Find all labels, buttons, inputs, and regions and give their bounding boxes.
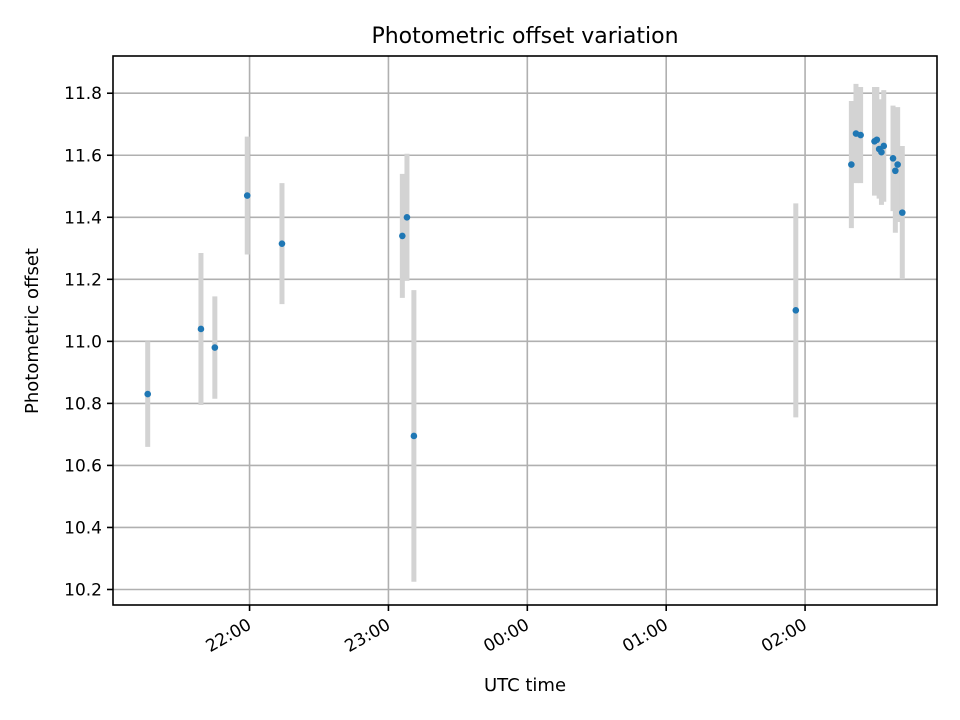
data-point — [892, 167, 899, 175]
data-layer — [144, 83, 906, 582]
data-point — [889, 155, 897, 162]
plot-frame — [112, 55, 938, 606]
data-point — [403, 213, 411, 221]
data-point — [211, 344, 219, 351]
data-point — [873, 136, 881, 144]
chart-title: Photometric offset variation — [371, 24, 678, 49]
y-tick-label: 10.4 — [64, 518, 102, 538]
y-tick-label: 11.2 — [64, 270, 102, 290]
data-point — [878, 148, 885, 156]
data-point — [848, 161, 855, 168]
y-tick-label: 10.2 — [64, 580, 102, 600]
y-axis-label: Photometric offset — [22, 248, 43, 414]
data-point — [898, 209, 906, 216]
data-point — [410, 432, 418, 440]
data-point — [243, 192, 251, 199]
y-tick-label: 11.0 — [64, 332, 102, 352]
data-point — [399, 232, 406, 240]
y-tick-label: 11.6 — [64, 146, 102, 166]
y-tick-label: 11.8 — [64, 84, 102, 104]
data-point — [894, 161, 901, 168]
data-point — [197, 325, 205, 333]
data-point — [880, 142, 888, 150]
grid-layer — [113, 56, 937, 605]
data-point — [857, 131, 864, 139]
data-point — [278, 240, 286, 247]
data-point — [144, 390, 152, 398]
y-tick-label: 10.6 — [64, 456, 102, 476]
data-point — [792, 307, 800, 314]
y-tick-label: 10.8 — [64, 394, 102, 414]
x-axis-label: UTC time — [484, 675, 566, 696]
y-tick-label: 11.4 — [64, 208, 102, 228]
